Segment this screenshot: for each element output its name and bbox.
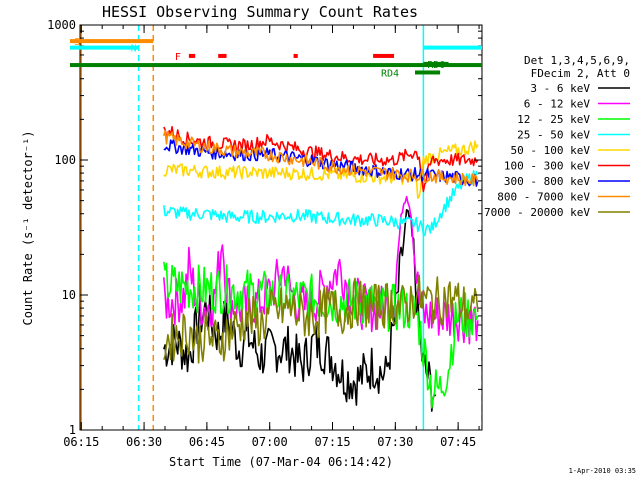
legend-label-2: 12 - 25 keV bbox=[517, 113, 590, 126]
flag-bar-2-2 bbox=[293, 53, 298, 58]
legend-header-1: FDecim 2, Att 0 bbox=[531, 67, 630, 80]
series-line-4 bbox=[163, 140, 479, 200]
legend-header-0: Det 1,3,4,5,6,9, bbox=[524, 54, 630, 67]
legend: Det 1,3,4,5,6,9,FDecim 2, Att 0 3 - 6 keV… bbox=[484, 54, 630, 219]
y-tick-label-2: 100 bbox=[54, 153, 76, 167]
chart-title: HESSI Observing Summary Count Rates bbox=[102, 3, 418, 21]
x-axis-label: Start Time (07-Mar-04 06:14:42) bbox=[169, 455, 393, 469]
y-tick-label-0: 1 bbox=[69, 423, 76, 437]
y-axis-label: Count Rate (s⁻¹ detector⁻¹) bbox=[21, 130, 35, 325]
flag-label-0: S bbox=[74, 37, 80, 48]
legend-label-6: 300 - 800 keV bbox=[504, 175, 590, 188]
legend-label-0: 3 - 6 keV bbox=[530, 82, 590, 95]
x-tick-label-2: 06:45 bbox=[189, 435, 225, 449]
x-tick-label-6: 07:45 bbox=[440, 435, 476, 449]
series-line-7 bbox=[163, 130, 479, 187]
legend-label-5: 100 - 300 keV bbox=[504, 160, 590, 173]
x-tick-label-5: 07:30 bbox=[377, 435, 413, 449]
flag-bar-3-0 bbox=[423, 45, 482, 50]
y-tick-label-3: 1000 bbox=[47, 18, 76, 32]
series-line-8 bbox=[163, 274, 479, 364]
legend-label-8: 7000 - 20000 keV bbox=[484, 206, 590, 219]
plot-frame bbox=[79, 24, 483, 431]
legend-label-4: 50 - 100 keV bbox=[511, 144, 591, 157]
flag-bar-5-0 bbox=[70, 63, 482, 68]
legend-label-1: 6 - 12 keV bbox=[524, 98, 591, 111]
timestamp-footer: 1-Apr-2010 03:35 bbox=[569, 467, 636, 475]
y-tick-label-1: 10 bbox=[62, 288, 76, 302]
x-tick-label-1: 06:30 bbox=[126, 435, 162, 449]
series-line-3 bbox=[163, 170, 479, 237]
legend-label-7: 800 - 7000 keV bbox=[497, 191, 590, 204]
x-tick-label-0: 06:15 bbox=[63, 435, 99, 449]
x-tick-label-4: 07:15 bbox=[314, 435, 350, 449]
series-line-2 bbox=[163, 261, 479, 409]
flag-label-1: N bbox=[131, 44, 137, 55]
flag-bar-0-0 bbox=[70, 39, 154, 44]
flag-bar-2-1 bbox=[218, 53, 227, 58]
flag-label-6: RD4 bbox=[381, 68, 399, 79]
flag-bar-6-0 bbox=[415, 70, 441, 75]
x-tick-label-3: 07:00 bbox=[252, 435, 288, 449]
flag-bar-2-3 bbox=[373, 53, 395, 58]
flag-label-2: F bbox=[175, 52, 181, 63]
legend-label-3: 25 - 50 keV bbox=[517, 129, 590, 142]
flag-bar-2-0 bbox=[188, 53, 196, 58]
flag-bar-1-0 bbox=[70, 45, 139, 50]
series-line-6 bbox=[163, 139, 479, 187]
